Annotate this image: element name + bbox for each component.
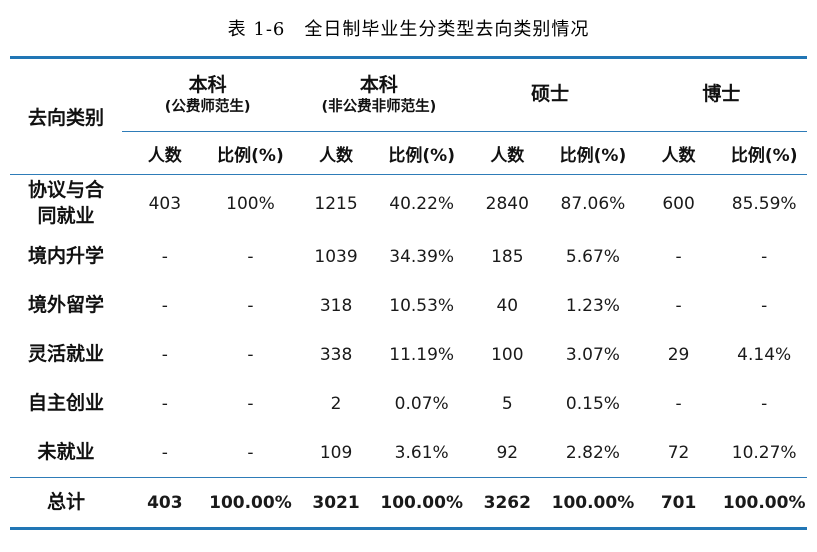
group-header-line1: 本科: [188, 74, 227, 97]
cell-total-value: 100.00%: [551, 492, 635, 513]
subheader-count: 人数: [147, 145, 182, 166]
cell-value: 92: [496, 442, 519, 463]
group-header-line1: 本科: [359, 74, 398, 97]
cell-value: 40.22%: [389, 193, 455, 214]
group-header-line1: 硕士: [531, 83, 570, 106]
cell-value: -: [161, 442, 168, 463]
row-label-total: 总计: [46, 490, 85, 513]
cell-value: -: [161, 344, 168, 365]
cell-total-value: 100.00%: [209, 492, 292, 513]
cell-value: -: [247, 393, 254, 414]
graduate-destination-table: 去向类别 本科 (公费师范生) 本科 (非公费非师范生) 硕士 博士 人数 比例…: [10, 59, 807, 527]
subheader-ratio: 比例(%): [217, 145, 284, 166]
cell-value: 11.19%: [389, 344, 455, 365]
cell-value: -: [161, 393, 168, 414]
cell-value: -: [761, 246, 768, 267]
cell-total-value: 3021: [312, 492, 360, 513]
table-row: 协议与合 同就业 403 100% 1215 40.22% 2840 87.06…: [10, 175, 807, 232]
cell-value: 10.27%: [731, 442, 797, 463]
cell-total-value: 701: [660, 492, 697, 513]
table-header: 去向类别 本科 (公费师范生) 本科 (非公费非师范生) 硕士 博士 人数 比例…: [10, 59, 807, 175]
group-header-master: 硕士: [464, 59, 636, 132]
subheader-count: 人数: [490, 145, 525, 166]
cell-total-value: 100.00%: [722, 492, 806, 513]
cell-value: 85.59%: [731, 193, 797, 214]
subheader-ratio: 比例(%): [730, 145, 798, 166]
cell-value: -: [675, 295, 682, 316]
subheader-count: 人数: [319, 145, 354, 166]
cell-value: 2840: [485, 193, 529, 214]
table-row: 自主创业 - - 2 0.07% 5 0.15% - -: [10, 379, 807, 428]
group-header-line1: 博士: [702, 83, 741, 106]
cell-value: 40: [496, 295, 519, 316]
cell-value: -: [247, 246, 254, 267]
cell-value: 1.23%: [565, 295, 620, 316]
cell-value: 109: [319, 442, 353, 463]
group-header-line2: (非公费非师范生): [321, 98, 437, 115]
bottom-rule: [10, 527, 807, 530]
cell-value: 100%: [226, 193, 275, 214]
cell-value: 185: [491, 246, 524, 267]
cell-value: 29: [667, 344, 690, 365]
row-label-agreement-employment: 协议与合 同就业: [27, 178, 104, 227]
table-title: 表 1-6 全日制毕业生分类型去向类别情况: [227, 19, 590, 40]
cell-value: 338: [319, 344, 353, 365]
cell-value: -: [675, 246, 682, 267]
cell-value: -: [761, 295, 768, 316]
cell-value: 0.07%: [394, 393, 449, 414]
table-row: 未就业 - - 109 3.61% 92 2.82% 72 10.27%: [10, 428, 807, 477]
subheader-ratio: 比例(%): [388, 145, 455, 166]
group-header-line2: (公费师范生): [164, 98, 251, 115]
group-header-benke-feigongfei: 本科 (非公费非师范生): [293, 59, 465, 132]
row-label-self-employment: 自主创业: [27, 391, 104, 414]
cell-value: 1039: [314, 246, 358, 267]
cell-total-value: 403: [147, 492, 183, 513]
cell-value: -: [161, 295, 168, 316]
cell-value: 318: [319, 295, 353, 316]
cell-value: -: [675, 393, 682, 414]
table-row: 境内升学 - - 1039 34.39% 185 5.67% - -: [10, 232, 807, 281]
cell-value: 2.82%: [565, 442, 620, 463]
cell-value: 403: [148, 193, 182, 214]
column-header-destination-category: 去向类别: [27, 107, 104, 129]
cell-value: 72: [667, 442, 690, 463]
table-total-row: 总计 403 100.00% 3021 100.00% 3262 100.00%…: [10, 477, 807, 527]
cell-value: 4.14%: [737, 344, 792, 365]
cell-value: 34.39%: [389, 246, 455, 267]
cell-total-value: 3262: [483, 492, 531, 513]
cell-value: -: [247, 344, 254, 365]
cell-value: 100: [491, 344, 524, 365]
cell-value: 10.53%: [389, 295, 455, 316]
row-label-overseas-study: 境外留学: [27, 293, 104, 316]
cell-value: 0.15%: [565, 393, 620, 414]
subheader-ratio: 比例(%): [559, 145, 627, 166]
table-row: 境外留学 - - 318 10.53% 40 1.23% - -: [10, 281, 807, 330]
top-rule: [10, 56, 807, 59]
cell-value: 5.67%: [565, 246, 620, 267]
row-label-domestic-study: 境内升学: [27, 244, 104, 267]
group-header-doctor: 博士: [635, 59, 807, 132]
cell-value: 1215: [314, 193, 358, 214]
table-row: 灵活就业 - - 338 11.19% 100 3.07% 29 4.14%: [10, 330, 807, 379]
cell-value: -: [247, 442, 254, 463]
row-label-unemployed: 未就业: [37, 440, 95, 463]
cell-value: -: [161, 246, 168, 267]
subheader-count: 人数: [661, 145, 696, 166]
cell-value: 87.06%: [560, 193, 626, 214]
cell-value: -: [761, 393, 768, 414]
cell-value: -: [247, 295, 254, 316]
row-label-flexible-employment: 灵活就业: [27, 342, 104, 365]
cell-value: 2: [330, 393, 342, 414]
group-header-benke-gongfei: 本科 (公费师范生): [122, 59, 294, 132]
cell-value: 600: [662, 193, 695, 214]
cell-total-value: 100.00%: [380, 492, 463, 513]
cell-value: 3.07%: [565, 344, 620, 365]
cell-value: 3.61%: [394, 442, 449, 463]
cell-value: 5: [501, 393, 513, 414]
